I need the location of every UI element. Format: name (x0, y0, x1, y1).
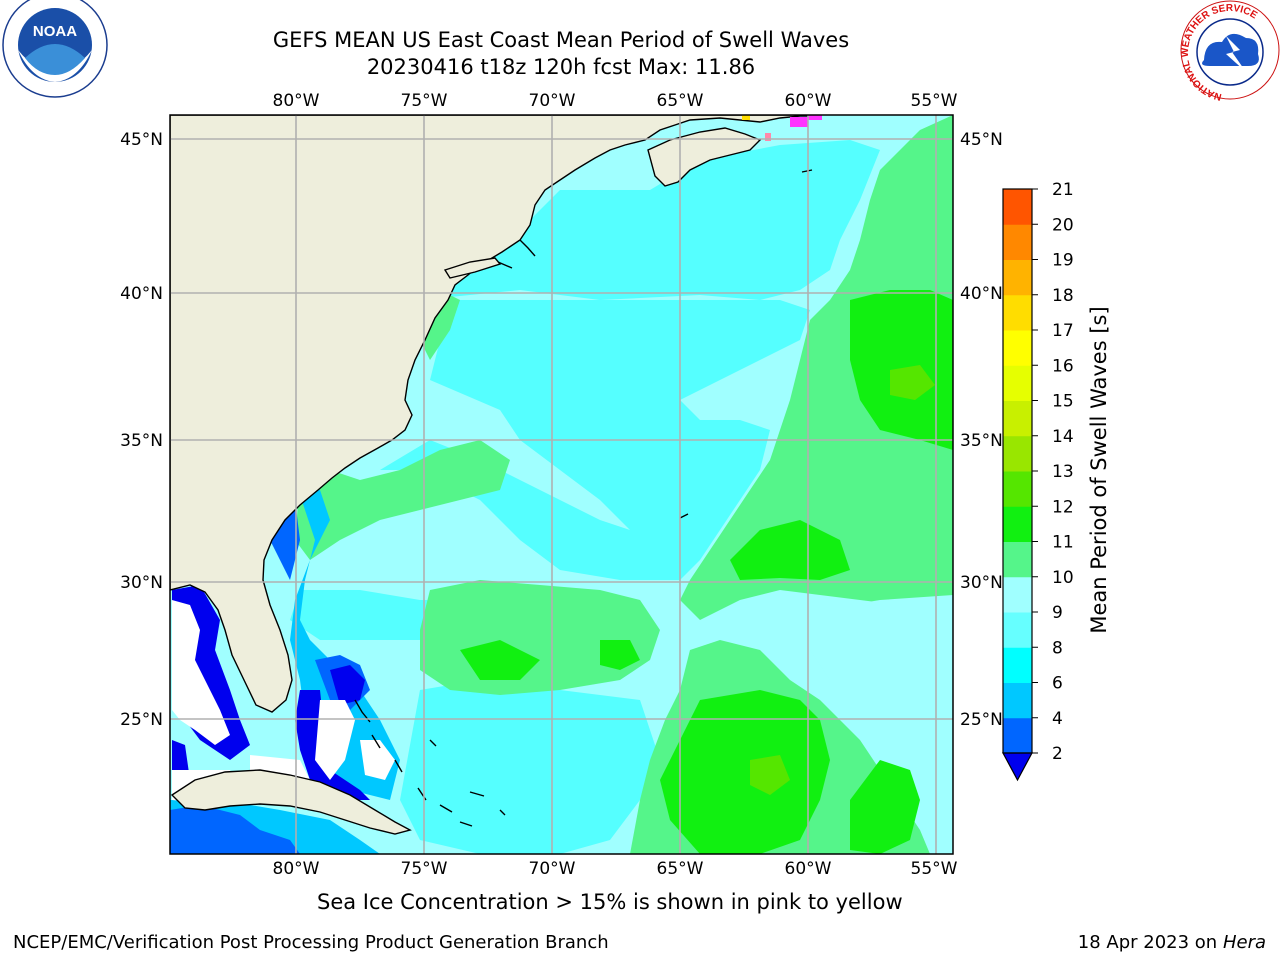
lat-label-left: 35°N (120, 431, 163, 451)
colorbar-segment (1003, 365, 1032, 401)
colorbar-segment (1003, 682, 1032, 719)
colorbar-segment (1003, 330, 1032, 366)
colorbar-segment (1003, 259, 1032, 296)
colorbar-tick-label: 10 (1052, 568, 1074, 588)
lat-label-right: 30°N (960, 573, 1003, 593)
lat-label-left: 30°N (120, 573, 163, 593)
field-green-11 (460, 290, 953, 854)
sea-ice-spot (808, 115, 822, 120)
lat-label-right: 35°N (960, 431, 1003, 451)
colorbar-tick-label: 15 (1052, 392, 1074, 412)
map-frame (169, 114, 954, 855)
land-long-island (443, 257, 502, 279)
land-cuba (170, 769, 412, 835)
lon-label-top: 60°W (785, 91, 832, 111)
colorbar-tick-label: 4 (1052, 709, 1063, 729)
lon-label-top: 55°W (911, 91, 958, 111)
sea-ice-note: Sea Ice Concentration > 15% is shown in … (317, 890, 903, 914)
sea-ice-spot (742, 115, 750, 120)
land-north-america (170, 115, 821, 713)
colorbar-tick-label: 11 (1052, 533, 1074, 553)
credit-text: NCEP/EMC/Verification Post Processing Pr… (13, 932, 609, 953)
colorbar-tick-label: 2 (1052, 744, 1063, 764)
colorbar-segment (1003, 224, 1032, 260)
colorbar-tick-label: 17 (1052, 321, 1074, 341)
machine-name: Hera (1222, 932, 1266, 953)
colorbar-tick-label: 9 (1052, 603, 1063, 623)
date-stamp: 18 Apr 2023 on Hera (1078, 932, 1266, 953)
land-bahamas (354, 513, 689, 827)
lat-label-left: 45°N (120, 130, 163, 150)
colorbar-segment (1003, 471, 1032, 507)
lon-label-bottom: 60°W (785, 859, 832, 879)
field-green-east-upper (680, 115, 953, 620)
colorbar-tick-label: 6 (1052, 674, 1063, 694)
lon-label-bottom: 75°W (401, 859, 448, 879)
colorbar-label: Mean Period of Swell Waves [s] (1087, 306, 1111, 633)
colorbar-segment (1003, 400, 1032, 437)
colorbar-segment (1003, 435, 1032, 472)
colorbar-segment (1003, 294, 1032, 331)
field-nearshore-deep (170, 500, 370, 854)
lon-label-bottom: 65°W (657, 859, 704, 879)
lon-label-bottom: 55°W (911, 859, 958, 879)
sea-ice-spot (765, 133, 771, 141)
lon-label-bottom: 80°W (273, 859, 320, 879)
colorbar-tick-label: 21 (1052, 180, 1074, 200)
noaa-logo: NOAA (2, 0, 108, 98)
colorbar-tick-label: 18 (1052, 286, 1074, 306)
lat-label-right: 45°N (960, 130, 1003, 150)
field-green-west (295, 290, 660, 695)
lon-label-top: 70°W (529, 91, 576, 111)
lon-label-top: 75°W (401, 91, 448, 111)
colorbar-tick-label: 12 (1052, 497, 1074, 517)
sea-ice-spot (790, 117, 808, 127)
land-nova-scotia (647, 127, 762, 187)
lon-label-top: 80°W (273, 91, 320, 111)
colorbar-tick-label: 16 (1052, 356, 1074, 376)
colorbar-segment (1003, 189, 1032, 225)
lon-label-bottom: 70°W (529, 859, 576, 879)
noaa-logo-text: NOAA (33, 23, 77, 40)
axis-labels: 80°W 75°W 70°W 65°W 60°W 55°W 80°W 75°W … (120, 91, 1003, 879)
land-sable-island (801, 169, 813, 173)
date-text: 18 Apr 2023 on (1077, 932, 1223, 953)
colorbar-segment (1003, 717, 1032, 754)
lat-label-right: 40°N (960, 284, 1003, 304)
map-area (170, 115, 953, 854)
colorbar-segment (1003, 541, 1032, 578)
lat-label-left: 40°N (120, 284, 163, 304)
nws-logo: NATIONAL WEATHER SERVICE (1180, 0, 1280, 102)
colorbar-tick-label: 19 (1052, 251, 1074, 271)
colorbar-under-arrow (1001, 752, 1034, 782)
colorbar: 2 4 6 8 9 10 11 12 13 14 15 16 17 18 19 20 21 (1001, 180, 1074, 782)
field-green-east (630, 115, 953, 854)
colorbar-segment (1003, 612, 1032, 648)
graticule (170, 115, 953, 854)
colorbar-tick-label: 13 (1052, 462, 1074, 482)
field-white-land-mask (172, 600, 395, 805)
lat-label-right: 25°N (960, 710, 1003, 730)
land-cape-cod (497, 239, 536, 269)
colorbar-tick-label: 8 (1052, 638, 1063, 658)
colorbar-segment (1003, 647, 1032, 683)
colorbar-tick-label: 14 (1052, 427, 1074, 447)
field-cyan-central (290, 140, 880, 854)
lon-label-top: 65°W (657, 91, 704, 111)
map-subtitle: 20230416 t18z 120h fcst Max: 11.86 (366, 55, 756, 79)
lat-label-left: 25°N (120, 710, 163, 730)
colorbar-segment (1003, 506, 1032, 542)
colorbar-segment (1003, 576, 1032, 613)
map-title: GEFS MEAN US East Coast Mean Period of S… (272, 28, 850, 52)
colorbar-tick-label: 20 (1052, 215, 1074, 235)
